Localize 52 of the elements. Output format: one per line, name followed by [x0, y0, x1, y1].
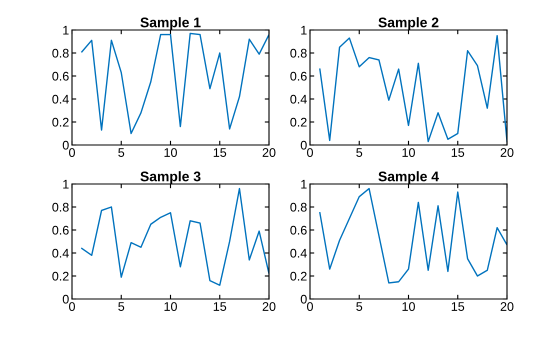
- y-tick-label: 0: [300, 294, 307, 304]
- x-tick-label: 10: [164, 302, 177, 311]
- y-tick-label: 0.4: [52, 248, 69, 258]
- x-tick-label: 0: [69, 148, 75, 157]
- y-tick-label: 0.4: [290, 248, 307, 258]
- line-series: [319, 35, 507, 142]
- chart-title: Sample 4: [378, 171, 439, 184]
- y-tick-label: 0.6: [52, 226, 69, 235]
- x-tick-label: 10: [402, 148, 415, 157]
- y-tick-label: 1: [63, 180, 69, 189]
- y-tick-label: 0.8: [52, 48, 69, 58]
- y-tick-label: 0.6: [290, 226, 307, 235]
- x-tick-label: 10: [164, 148, 177, 157]
- chart-title: Sample 3: [140, 171, 200, 184]
- y-tick-label: 1: [63, 26, 69, 35]
- y-tick-label: 1: [301, 180, 307, 189]
- y-tick-label: 0.8: [290, 48, 307, 58]
- x-tick-label: 5: [118, 148, 124, 157]
- x-tick-label: 20: [500, 148, 514, 157]
- x-tick-label: 15: [452, 148, 464, 157]
- y-tick-label: 0.6: [52, 72, 69, 81]
- x-tick-label: 10: [402, 302, 415, 311]
- x-tick-label: 20: [262, 302, 276, 311]
- chart-title: Sample 1: [140, 17, 201, 30]
- chart-title: Sample 2: [378, 17, 438, 30]
- x-tick-label: 5: [356, 148, 362, 157]
- x-tick-label: 15: [214, 148, 226, 157]
- line-series: [319, 188, 507, 284]
- x-tick-label: 20: [500, 302, 514, 311]
- x-tick-label: 20: [262, 148, 276, 157]
- y-tick-label: 0.2: [290, 272, 307, 281]
- y-tick-label: 0.2: [52, 118, 69, 127]
- y-tick-label: 0.4: [290, 94, 307, 104]
- y-tick-label: 0: [62, 294, 69, 304]
- x-tick-label: 0: [307, 302, 313, 311]
- y-tick-label: 0.8: [290, 202, 307, 212]
- y-tick-label: 0: [300, 140, 307, 150]
- x-tick-label: 15: [452, 302, 464, 311]
- x-tick-label: 15: [214, 302, 226, 311]
- y-tick-label: 0.4: [52, 94, 69, 104]
- x-tick-label: 5: [356, 302, 362, 311]
- y-tick-label: 1: [301, 26, 307, 35]
- line-series: [81, 188, 269, 286]
- x-tick-label: 5: [118, 302, 124, 311]
- y-tick-label: 0: [62, 140, 69, 150]
- x-tick-label: 0: [307, 148, 313, 157]
- y-tick-label: 0.2: [52, 272, 69, 281]
- x-tick-label: 0: [69, 302, 75, 311]
- line-series: [81, 32, 269, 134]
- y-tick-label: 0.6: [290, 72, 307, 81]
- y-tick-label: 0.8: [52, 202, 69, 212]
- y-tick-label: 0.2: [290, 118, 307, 127]
